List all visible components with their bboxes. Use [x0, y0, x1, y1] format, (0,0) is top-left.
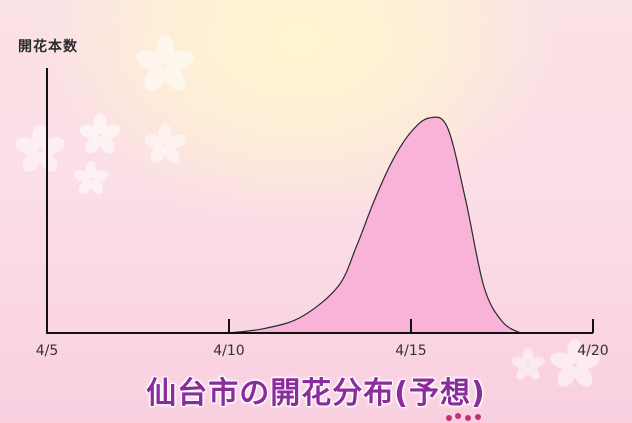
y-axis-label: 開花本数 [18, 39, 78, 55]
x-tick-label: 4/5 [36, 343, 59, 359]
sakura-decoration-icon [79, 113, 121, 154]
sakura-decoration-icon [144, 123, 186, 164]
distribution-area [228, 116, 523, 334]
x-tick-label: 4/10 [213, 343, 244, 359]
sakura-decoration-icon [550, 339, 600, 387]
x-axis-ticks: 4/5 4/10 4/15 4/20 [36, 319, 609, 359]
x-tick-label: 4/20 [577, 343, 608, 359]
sakura-decoration-icon [15, 124, 65, 172]
sakura-decoration-icon [511, 347, 545, 380]
sakura-decoration-icon [136, 35, 194, 91]
small-blossom-cluster-icon [446, 413, 481, 421]
sakura-decoration-icon [73, 161, 109, 195]
chart-title: 仙台市の開花分布(予想) [146, 376, 486, 411]
x-tick-label: 4/15 [395, 343, 426, 359]
